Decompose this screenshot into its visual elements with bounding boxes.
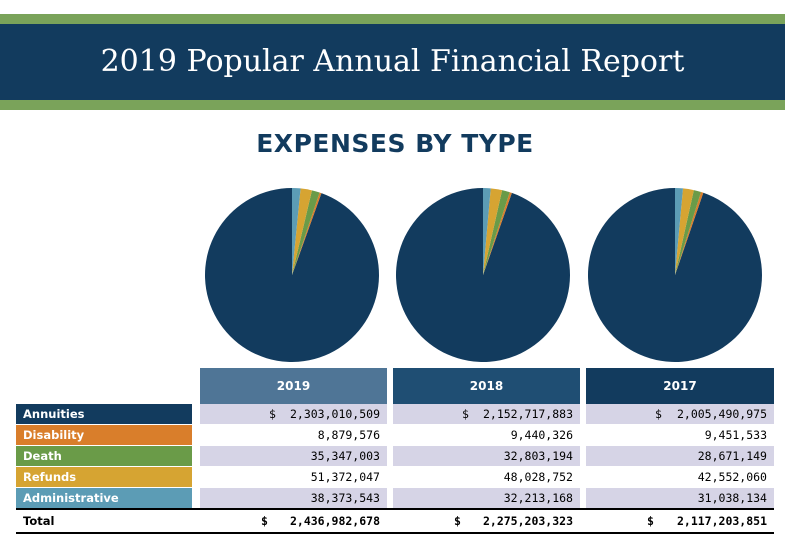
currency-symbol: $ <box>454 514 461 528</box>
row-label-refunds: Refunds <box>16 466 192 488</box>
cell-refunds-2019: 51,372,047 <box>200 466 387 488</box>
pie-slice-refunds-2017 <box>675 188 694 275</box>
pie-slice-administrative-2017 <box>675 188 683 275</box>
column-header-2018: 2018 <box>393 368 580 404</box>
table-header-blank <box>16 368 192 404</box>
table-gap <box>387 404 393 425</box>
currency-symbol: $ <box>462 407 469 421</box>
cell-death-2017: 28,671,149 <box>586 445 774 467</box>
cell-value: 2,117,203,851 <box>676 514 767 528</box>
table-gap <box>192 424 200 446</box>
cell-value: 2,152,717,883 <box>482 407 573 421</box>
report-title: 2019 Popular Annual Financial Report <box>100 44 685 79</box>
pie-slice-administrative-2019 <box>292 188 301 275</box>
table-gap <box>387 508 393 534</box>
cell-value: 2,303,010,509 <box>289 407 380 421</box>
table-gap <box>387 368 393 404</box>
pie-slice-death-2018 <box>483 190 510 275</box>
currency-symbol: $ <box>655 407 662 421</box>
table-row-disability: Disability 8,879,576 9,440,326 9,451,533 <box>16 424 774 446</box>
cell-annuities-2017: $2,005,490,975 <box>586 404 774 425</box>
section-title: EXPENSES BY TYPE <box>256 129 534 158</box>
table-row-refunds: Refunds 51,372,047 48,028,752 42,552,060 <box>16 466 774 488</box>
table-row-death: Death 35,347,003 32,803,194 28,671,149 <box>16 445 774 467</box>
cell-administrative-2017: 31,038,134 <box>586 487 774 510</box>
cell-refunds-2018: 48,028,752 <box>393 466 580 488</box>
table-gap <box>580 424 586 446</box>
table-row-administrative: Administrative 38,373,543 32,213,168 31,… <box>16 487 774 510</box>
table-gap <box>387 424 393 446</box>
cell-death-2018: 32,803,194 <box>393 445 580 467</box>
row-label-death: Death <box>16 445 192 467</box>
cell-disability-2017: 9,451,533 <box>586 424 774 446</box>
column-header-2019: 2019 <box>200 368 387 404</box>
table-gap <box>192 404 200 425</box>
cell-annuities-2019: $2,303,010,509 <box>200 404 387 425</box>
cell-value: 2,005,490,975 <box>676 407 767 421</box>
table-gap <box>580 466 586 488</box>
pie-chart-2019 <box>204 188 379 362</box>
row-label-annuities: Annuities <box>16 404 192 425</box>
cell-administrative-2018: 32,213,168 <box>393 487 580 510</box>
cell-disability-2019: 8,879,576 <box>200 424 387 446</box>
pie-slice-disability-2019 <box>292 192 322 275</box>
cell-value: 2,436,982,678 <box>289 514 380 528</box>
pie-slice-annuities-2017 <box>587 188 762 362</box>
pie-slice-annuities-2018 <box>395 188 570 362</box>
cell-administrative-2019: 38,373,543 <box>200 487 387 510</box>
pie-slice-disability-2017 <box>675 191 704 275</box>
header-top-band <box>0 14 785 24</box>
currency-symbol: $ <box>269 407 276 421</box>
expenses-table: 2019 2018 2017 Annuities $2,303,010,509 … <box>16 368 774 534</box>
cell-total-2019: $2,436,982,678 <box>200 508 387 534</box>
cell-death-2019: 35,347,003 <box>200 445 387 467</box>
pie-slice-death-2017 <box>675 190 701 275</box>
table-gap <box>192 508 200 534</box>
table-gap <box>580 508 586 534</box>
header-bottom-band <box>0 100 785 110</box>
table-gap <box>580 445 586 467</box>
pie-slice-refunds-2018 <box>483 188 503 275</box>
table-gap <box>387 445 393 467</box>
row-label-administrative: Administrative <box>16 487 192 510</box>
header-banner: 2019 Popular Annual Financial Report <box>0 24 785 100</box>
cell-disability-2018: 9,440,326 <box>393 424 580 446</box>
cell-refunds-2017: 42,552,060 <box>586 466 774 488</box>
cell-value: 2,275,203,323 <box>482 514 573 528</box>
table-gap <box>192 445 200 467</box>
pie-slice-disability-2018 <box>483 192 512 275</box>
table-gap <box>192 487 200 510</box>
table-gap <box>580 368 586 404</box>
cell-total-2017: $2,117,203,851 <box>586 508 774 534</box>
pie-chart-2018 <box>395 187 570 362</box>
table-gap <box>192 368 200 404</box>
table-header-row: 2019 2018 2017 <box>16 368 774 404</box>
pie-slice-refunds-2019 <box>292 188 312 275</box>
currency-symbol: $ <box>261 514 268 528</box>
table-gap <box>387 466 393 488</box>
pie-slice-administrative-2018 <box>483 187 491 275</box>
row-label-disability: Disability <box>16 424 192 446</box>
currency-symbol: $ <box>647 514 654 528</box>
pie-slice-death-2019 <box>292 190 320 275</box>
cell-total-2018: $2,275,203,323 <box>393 508 580 534</box>
pie-chart-2017 <box>587 188 762 362</box>
table-row-annuities: Annuities $2,303,010,509 $2,152,717,883 … <box>16 404 774 425</box>
cell-annuities-2018: $2,152,717,883 <box>393 404 580 425</box>
pie-slice-annuities-2019 <box>204 188 379 362</box>
table-row-total: Total $2,436,982,678 $2,275,203,323 $2,1… <box>16 508 774 534</box>
table-gap <box>192 466 200 488</box>
table-gap <box>580 404 586 425</box>
column-header-2017: 2017 <box>586 368 774 404</box>
row-label-total: Total <box>16 508 192 534</box>
